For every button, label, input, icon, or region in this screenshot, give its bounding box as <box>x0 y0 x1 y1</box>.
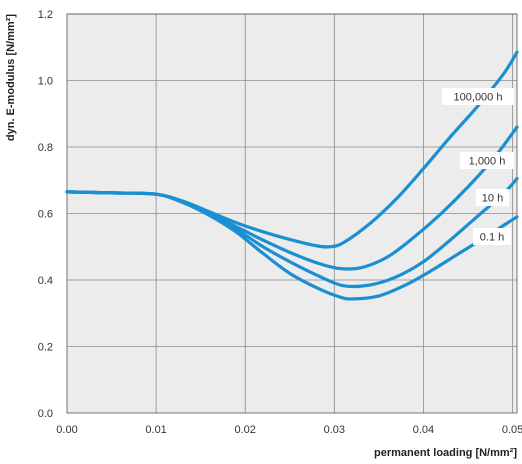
x-tick-label: 0.01 <box>145 424 166 436</box>
series-label: 100,000 h <box>454 92 503 104</box>
series-label-bg <box>473 228 511 245</box>
x-axis-ticks: 0.00 0.01 0.02 0.03 0.04 0.05 <box>56 424 522 436</box>
x-tick-label: 0.05 <box>502 424 522 436</box>
series-line <box>65 190 519 301</box>
x-tick-label: 0.00 <box>56 424 77 436</box>
series-label: 1,000 h <box>469 156 506 168</box>
series-label: 10 h <box>482 193 503 205</box>
y-tick-label: 0.8 <box>38 142 53 154</box>
y-axis-ticks: 0.0 0.2 0.4 0.6 0.8 1.0 1.2 <box>38 9 53 420</box>
y-tick-label: 1.0 <box>38 76 53 88</box>
x-tick-label: 0.04 <box>413 424 434 436</box>
series-label: 0.1 h <box>480 232 504 244</box>
y-tick-label: 0.2 <box>38 342 53 354</box>
series-label-bg <box>460 152 514 169</box>
y-tick-label: 0.6 <box>38 209 53 221</box>
series-labels: 100,000 h 1,000 h 10 h 0.1 h <box>442 88 514 245</box>
plot-frame <box>66 13 518 414</box>
x-tick-label: 0.03 <box>324 424 345 436</box>
series-label-bg <box>442 88 514 105</box>
series-lines <box>65 50 519 301</box>
x-axis-label: permanent loading [N/mm²] <box>374 447 517 459</box>
series-label-bg <box>476 189 509 206</box>
y-tick-label: 0.0 <box>38 408 53 420</box>
y-axis-label: dyn. E-modulus [N/mm²] <box>5 14 17 141</box>
x-tick-label: 0.02 <box>235 424 256 436</box>
y-tick-label: 1.2 <box>38 9 53 21</box>
y-tick-label: 0.4 <box>38 275 53 287</box>
